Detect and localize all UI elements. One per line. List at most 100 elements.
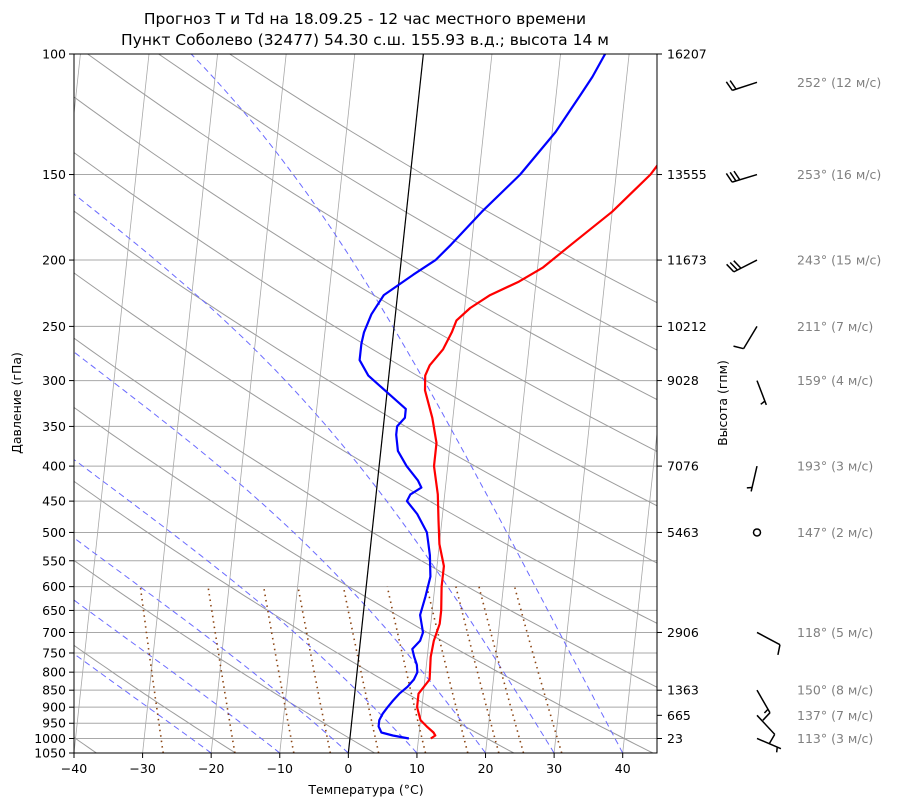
isotherm-line (210, 54, 287, 753)
dry-adiabat (158, 54, 657, 351)
height-tick-label: 10212 (667, 319, 707, 334)
y-tick-label: 300 (42, 373, 66, 388)
dry-adiabat (74, 644, 236, 753)
mixing-ratio-line (262, 586, 295, 753)
y-tick-label: 450 (42, 494, 66, 509)
wind-barb-feather (729, 261, 738, 271)
mixing-ratio-line (342, 586, 380, 753)
wind-barb-shaft (756, 380, 768, 406)
y-tick-label: 700 (42, 625, 66, 640)
wind-barb-feather (768, 733, 776, 744)
moist-adiabat (74, 351, 486, 753)
background-grid (74, 54, 657, 753)
y-axis-label: Давление (гПа) (9, 352, 24, 454)
wind-barb-shaft (756, 714, 776, 735)
chart-title-line2: Пункт Соболево (32477) 54.30 с.ш. 155.93… (121, 31, 609, 49)
y-tick-label: 850 (42, 683, 66, 698)
moist-adiabat (190, 54, 624, 753)
mixing-ratio-line (386, 586, 427, 753)
wind-label: 147° (2 м/с) (797, 525, 873, 540)
wind-barb-half-feather (763, 708, 769, 714)
height-tick-label: 23 (667, 731, 683, 746)
zero-isotherm-line (347, 54, 424, 753)
wind-barb-half-feather (760, 400, 766, 405)
isotherm-line (279, 54, 356, 753)
wind-label: 118° (5 м/с) (797, 625, 873, 640)
wind-barb-shaft (731, 173, 758, 183)
x-tick-label: −30 (129, 761, 155, 776)
height-tick-label: 2906 (667, 625, 699, 640)
dry-adiabat (74, 272, 657, 624)
wind-label: 211° (7 м/с) (797, 319, 873, 334)
dry-adiabat (74, 480, 515, 753)
y-tick-label: 200 (42, 253, 66, 268)
wind-barb-feather (733, 260, 742, 269)
isotherm-line (74, 54, 150, 753)
height-tick-label: 9028 (667, 373, 699, 388)
isotherm-line (553, 54, 630, 753)
x-tick-label: 30 (546, 761, 562, 776)
height-tick-label: 1363 (667, 683, 699, 698)
height-tick-label: 665 (667, 708, 691, 723)
y-tick-label: 550 (42, 553, 66, 568)
wind-label: 252° (12 м/с) (797, 75, 881, 90)
y-tick-label: 250 (42, 319, 66, 334)
dry-adiabat (74, 210, 657, 564)
wind-barb-feather (729, 80, 737, 90)
wind-label: 159° (4 м/с) (797, 373, 873, 388)
mixing-ratio-line (207, 586, 236, 753)
y-tick-label: 1050 (34, 746, 66, 761)
wind-label: 150° (8 м/с) (797, 683, 873, 698)
x-tick-label: 0 (344, 761, 352, 776)
y-tick-label: 500 (42, 525, 66, 540)
wind-barb-feather (733, 345, 744, 350)
mixing-ratio-line (139, 586, 164, 753)
y-tick-label: 750 (42, 645, 66, 660)
isotherm-line (142, 54, 218, 753)
moist-adiabat (74, 653, 212, 753)
wind-barb-shaft (750, 465, 758, 492)
x-axis-label: Температура (°C) (307, 782, 423, 797)
x-tick-label: −40 (61, 761, 87, 776)
isotherm-line (622, 429, 657, 753)
mixing-ratio-line (297, 586, 332, 753)
wind-barb-feather (729, 171, 737, 182)
wind-barb-half-feather (775, 747, 778, 753)
y-tick-label: 400 (42, 459, 66, 474)
dry-adiabat (74, 406, 654, 753)
wind-label: 113° (3 м/с) (797, 731, 873, 746)
wind-barb-shaft (733, 259, 758, 273)
y-tick-label: 600 (42, 579, 66, 594)
wind-barb-shaft (742, 326, 758, 350)
wind-barb-feather (726, 263, 735, 273)
x-tick-label: −10 (267, 761, 293, 776)
wind-label: 253° (16 м/с) (797, 167, 881, 182)
x-tick-label: −20 (198, 761, 224, 776)
isotherm-line (485, 54, 561, 753)
wind-barb-shaft (756, 737, 782, 750)
x-tick-label: 40 (615, 761, 631, 776)
wind-barb-shaft (732, 81, 758, 92)
wind-barb-feather (733, 170, 741, 181)
dry-adiabat (74, 151, 657, 507)
height-tick-label: 13555 (667, 167, 707, 182)
chart-title-line1: Прогноз T и Td на 18.09.25 - 12 час мест… (144, 10, 586, 28)
wind-label: 243° (15 м/с) (797, 253, 881, 268)
mixing-ratio-line (478, 586, 525, 753)
axes: −40 −30 −20 −10 0 10 20 30 40 100 150 200 250 300 350 4… (34, 47, 707, 777)
mixing-ratio-line (455, 586, 500, 753)
wind-barb-shaft (756, 631, 781, 646)
height-tick-label: 7076 (667, 459, 699, 474)
wind-label: 137° (7 м/с) (797, 708, 873, 723)
y-tick-label: 900 (42, 700, 66, 715)
y-tick-label: 150 (42, 167, 66, 182)
dry-adiabat (74, 96, 657, 452)
x-tick-label: 20 (478, 761, 494, 776)
wind-barb-shaft (756, 689, 771, 714)
wind-barb-feather (762, 712, 771, 721)
y-tick-label: 1000 (34, 731, 66, 746)
y-tick-label: 650 (42, 603, 66, 618)
dewpoint-series-line (358, 54, 607, 740)
wind-barb-feather (777, 644, 781, 656)
y-tick-label: 950 (42, 716, 66, 731)
